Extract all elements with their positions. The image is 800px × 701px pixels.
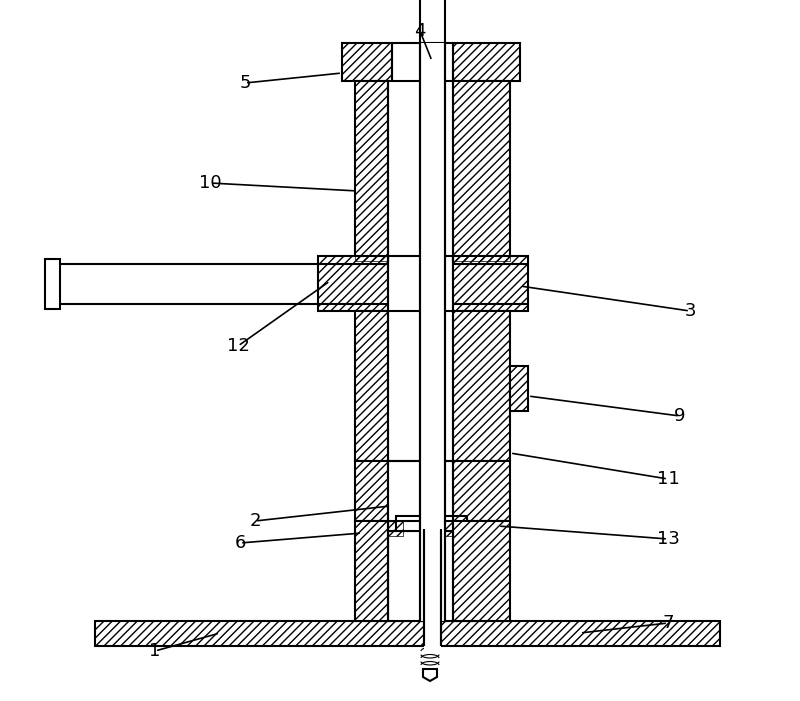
- Bar: [388, 521, 403, 536]
- Bar: [388, 81, 453, 261]
- Text: 10: 10: [198, 174, 222, 192]
- Bar: [453, 43, 520, 81]
- Bar: [318, 256, 388, 311]
- Bar: [355, 311, 388, 461]
- Bar: [453, 311, 510, 461]
- Bar: [355, 461, 388, 521]
- Text: 4: 4: [414, 22, 426, 40]
- Bar: [388, 531, 475, 621]
- Bar: [388, 256, 453, 311]
- Text: 9: 9: [674, 407, 686, 425]
- Bar: [453, 311, 510, 461]
- Bar: [453, 461, 510, 521]
- Bar: [438, 521, 453, 536]
- Bar: [424, 531, 441, 651]
- Bar: [420, 43, 445, 621]
- Bar: [392, 43, 453, 81]
- Bar: [453, 43, 520, 81]
- Text: 7: 7: [662, 614, 674, 632]
- Bar: [318, 256, 388, 311]
- Bar: [355, 521, 388, 621]
- Bar: [45, 259, 60, 308]
- Text: 13: 13: [657, 530, 679, 548]
- Text: 6: 6: [234, 534, 246, 552]
- Bar: [388, 461, 453, 521]
- Bar: [355, 311, 388, 461]
- Bar: [453, 521, 510, 621]
- Bar: [396, 516, 467, 531]
- Bar: [510, 366, 528, 411]
- Bar: [388, 521, 453, 621]
- Bar: [453, 81, 510, 261]
- Bar: [388, 311, 453, 461]
- Bar: [438, 521, 453, 536]
- Bar: [342, 43, 392, 81]
- Bar: [95, 621, 720, 646]
- Bar: [355, 521, 388, 621]
- Text: 2: 2: [250, 512, 261, 530]
- Bar: [355, 81, 388, 261]
- Bar: [453, 461, 510, 521]
- Bar: [388, 521, 403, 536]
- Bar: [453, 256, 528, 311]
- Bar: [453, 256, 528, 311]
- Bar: [510, 366, 528, 411]
- Bar: [355, 461, 388, 521]
- Bar: [355, 81, 388, 261]
- Bar: [342, 43, 392, 81]
- Text: 11: 11: [657, 470, 679, 488]
- Bar: [453, 521, 510, 621]
- Text: 1: 1: [150, 642, 161, 660]
- Bar: [453, 81, 510, 261]
- Polygon shape: [423, 669, 437, 681]
- Text: 3: 3: [684, 302, 696, 320]
- Text: 5: 5: [239, 74, 250, 92]
- Text: 12: 12: [226, 337, 250, 355]
- Bar: [95, 621, 720, 646]
